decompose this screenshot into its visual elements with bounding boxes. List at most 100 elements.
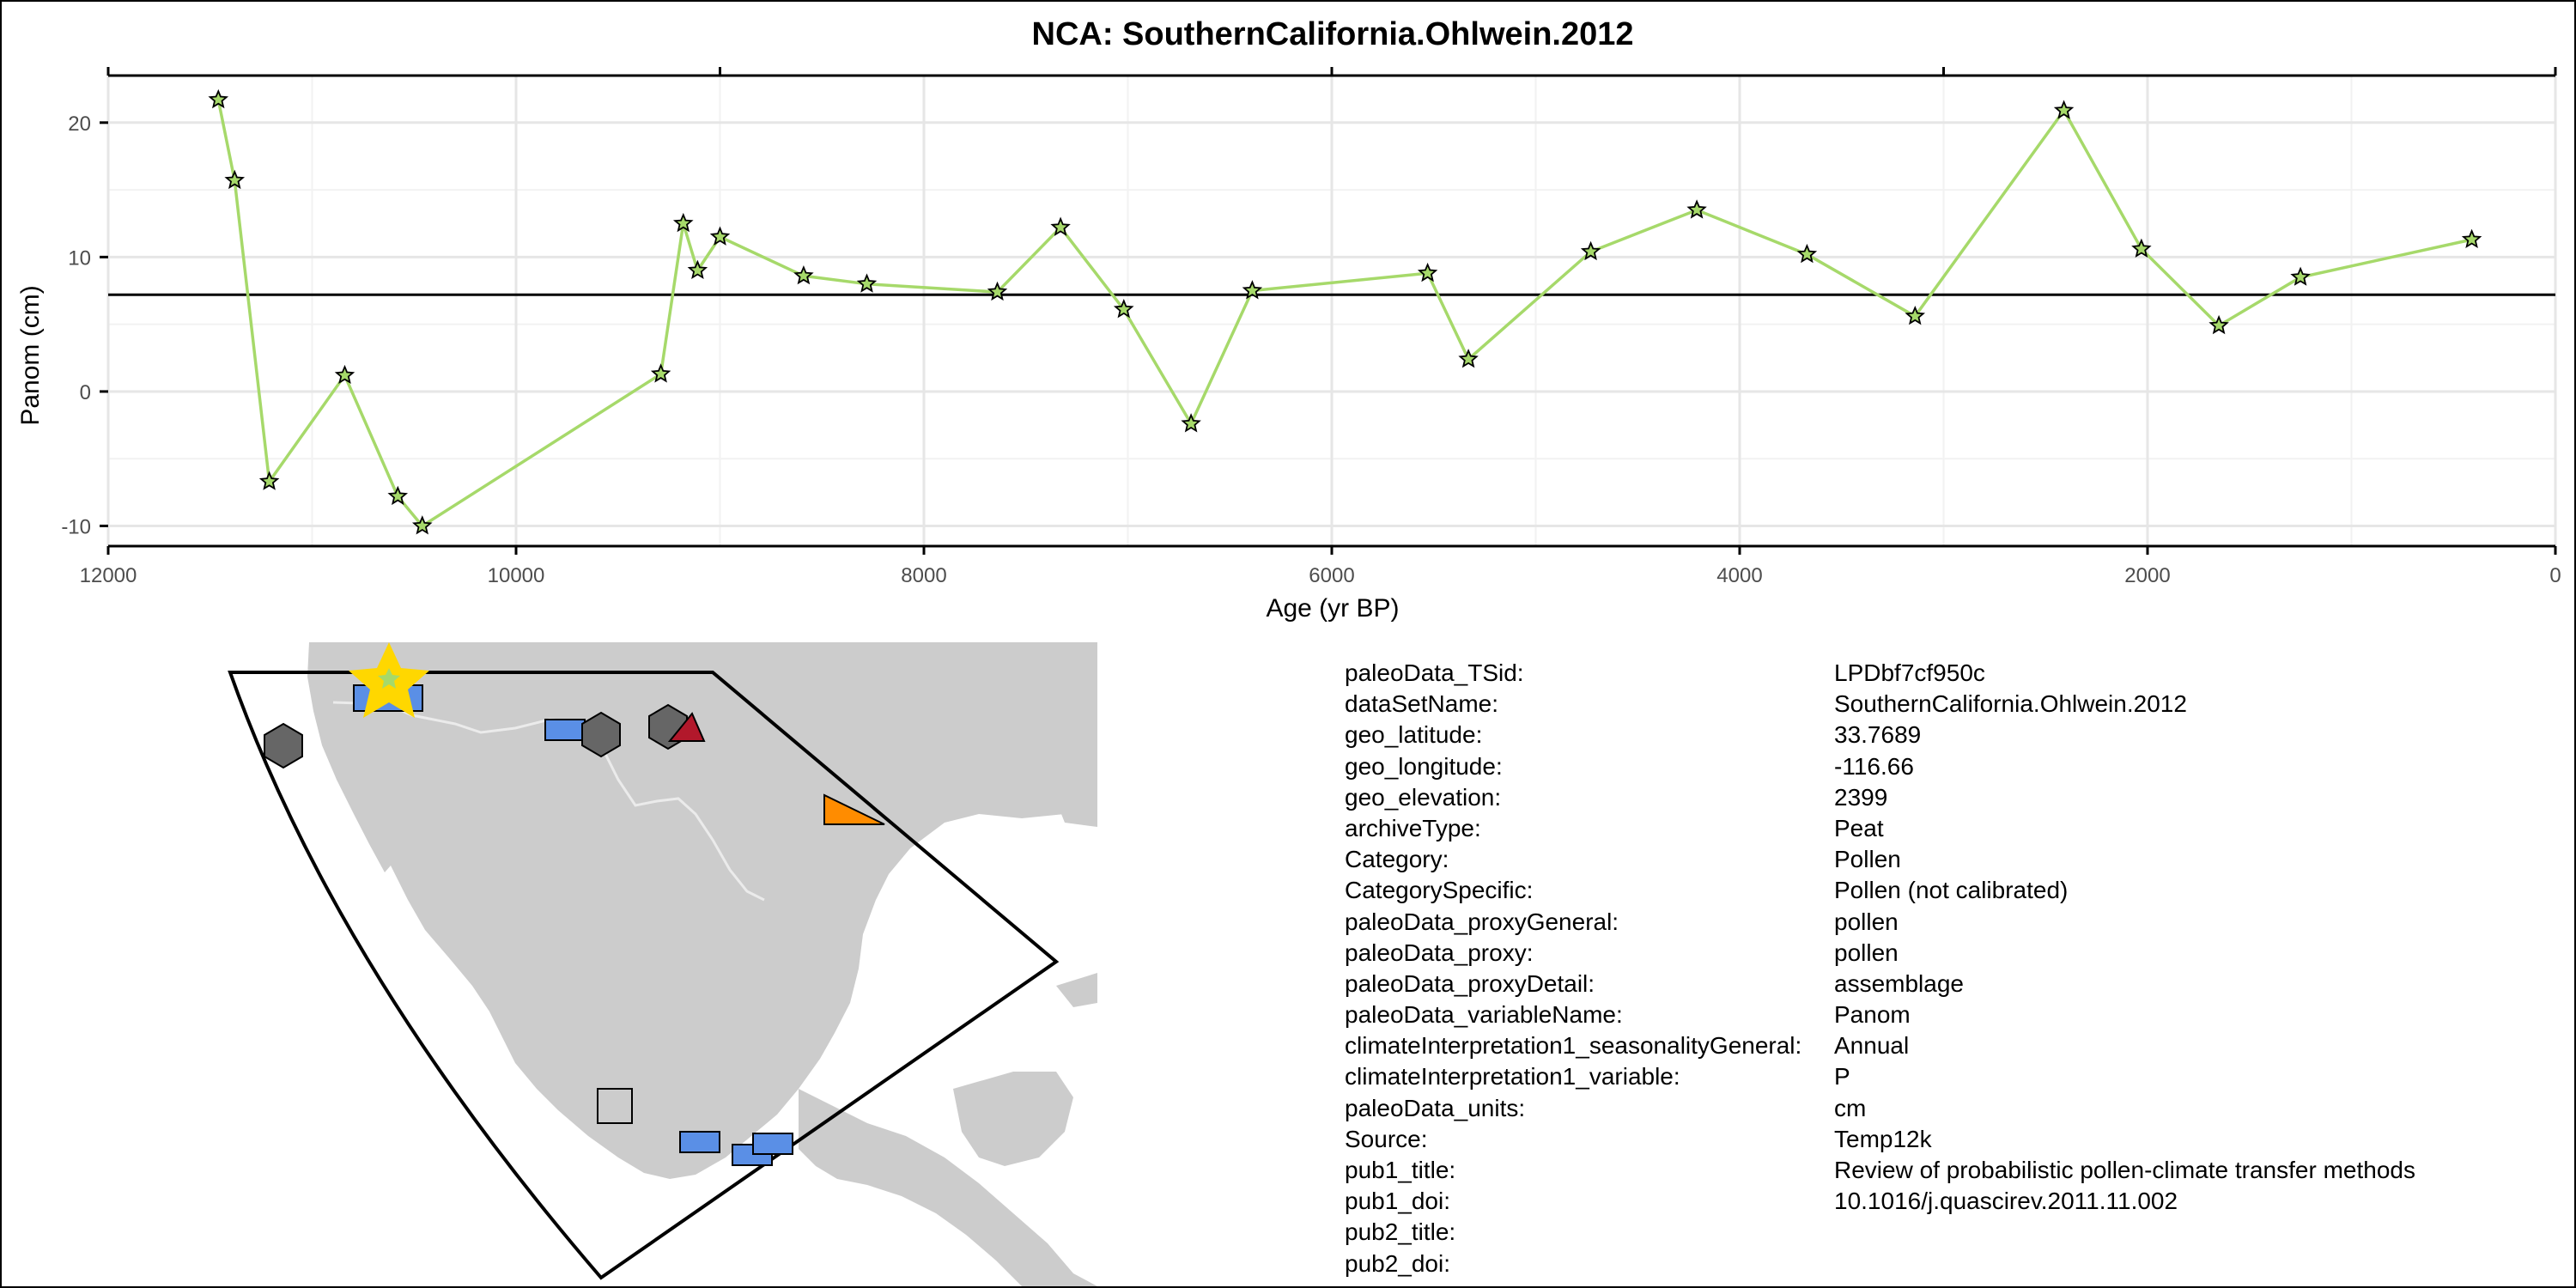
x-tick-label: 12000 [80,564,137,587]
metadata-value: 2399 [1834,783,1888,811]
x-tick-label: 0 [2549,564,2561,587]
metadata-key: pub1_title: [1345,1157,1456,1183]
marker-blue-4 [752,1133,793,1155]
metadata-row: Category: Pollen [1345,846,2547,877]
marker-triangle-red [667,712,706,742]
y-tick-label: 10 [68,246,91,270]
metadata-row: pub1_title: Review of probabilistic polle… [1345,1157,2547,1188]
metadata-key: paleoData_proxy: [1345,939,1534,966]
data-point [987,281,1008,301]
y-axis-label: Panom (cm) [16,285,45,425]
metadata-row: climateInterpretation1_variable: P [1345,1063,2547,1094]
data-point [2208,314,2229,335]
metadata-value: 33.7689 [1834,721,1922,749]
x-tick-label: 10000 [488,564,545,587]
metadata-row: archiveType: Peat [1345,815,2547,846]
marker-triangle-orange [823,793,885,825]
data-point [2290,266,2311,286]
metadata-value: assemblage [1834,969,1964,997]
metadata-row: pub1_doi: 10.1016/j.quascirev.2011.11.002 [1345,1188,2547,1218]
land-central-america [799,1089,1097,1286]
x-axis-label: Age (yr BP) [1266,594,1399,623]
land-yucatan [953,1072,1073,1166]
metadata-key: pub1_doi: [1345,1188,1451,1215]
data-point [1050,216,1071,236]
site-star-inner-icon [378,668,400,689]
data-point [709,226,731,246]
metadata-key: paleoData_proxyGeneral: [1345,908,1619,935]
data-point [793,264,814,285]
metadata-value: Pollen (not calibrated) [1834,877,2069,904]
data-point [1905,305,1926,325]
metadata-key: paleoData_variableName: [1345,1001,1623,1029]
data-point [1242,280,1263,300]
y-tick-labels: 20 10 0 -10 [61,112,91,539]
y-tick-label: -10 [61,516,91,539]
land-baja [307,642,391,872]
site-map [112,642,1097,1286]
metadata-key: pub2_title: [1345,1218,1456,1246]
marker-hex-1 [581,711,621,758]
data-point [258,471,280,490]
metadata-key: pub2_doi: [1345,1249,1451,1277]
metadata-key: paleoData_units: [1345,1094,1526,1121]
metadata-row: paleoData_units: cm [1345,1095,2547,1126]
metadata-row: paleoData_proxyDetail: assemblage [1345,970,2547,1001]
metadata-value: Review of probabilistic pollen-climate t… [1834,1157,2415,1183]
region-outline [228,671,1060,1280]
metadata-row: geo_latitude: 33.7689 [1345,721,2547,752]
series-markers [208,88,2482,535]
metadata-key: paleoData_proxyDetail: [1345,969,1595,997]
marker-hex-3 [264,722,303,769]
data-point [208,88,229,109]
metadata-row: paleoData_variableName: Panom [1345,1001,2547,1032]
data-point [1580,240,1601,261]
metadata-value: cm [1834,1094,1867,1121]
metadata-row: paleoData_TSid: LPDbf7cf950c [1345,659,2547,690]
data-point [1417,262,1438,283]
metadata-key: dataSetName: [1345,690,1498,718]
metadata-value: pollen [1834,939,1899,966]
data-point [387,485,409,506]
metadata-value: 10.1016/j.quascirev.2011.11.002 [1834,1188,2178,1215]
metadata-row: geo_elevation: 2399 [1345,784,2547,815]
metadata-row: pub2_title: [1345,1218,2547,1249]
metadata-value: SouthernCalifornia.Ohlwein.2012 [1834,690,2187,718]
y-tick-label: 0 [80,381,91,404]
data-point [650,363,671,383]
data-point [2131,238,2152,258]
land-cuba [1056,973,1097,1007]
metadata-row: dataSetName: SouthernCalifornia.Ohlwein.2… [1345,690,2547,721]
metadata-value: -116.66 [1834,752,1914,780]
metadata-row: CategorySpecific: Pollen (not calibrated) [1345,877,2547,908]
metadata-key: geo_latitude: [1345,721,1483,749]
grid-major [106,76,2557,546]
metadata-key: archiveType: [1345,814,1481,841]
metadata-key: climateInterpretation1_seasonalityGenera… [1345,1032,1802,1060]
metadata-key: geo_longitude: [1345,752,1503,780]
metadata-table: paleoData_TSid: LPDbf7cf950c dataSetName: S… [1345,659,2547,1281]
metadata-row: Source: Temp12k [1345,1126,2547,1157]
metadata-value: Peat [1834,814,1884,841]
data-point [411,515,433,535]
x-tick-labels: 12000 10000 8000 6000 4000 2000 0 [80,564,2561,587]
metadata-value: Panom [1834,1001,1911,1029]
land-mainland [335,642,1097,1179]
metadata-value: Annual [1834,1032,1910,1060]
marker-grey-square [597,1088,633,1124]
data-point [1686,199,1707,219]
timeseries-chart: NCA: SouthernCalifornia.Ohlwein.2012 120… [16,16,2561,623]
data-point [1796,243,1818,264]
metadata-value: P [1834,1063,1850,1091]
metadata-row: geo_longitude: -116.66 [1345,753,2547,784]
metadata-row: climateInterpretation1_seasonalityGenera… [1345,1032,2547,1063]
data-point [2461,228,2482,248]
land-florida [1056,771,1097,827]
metadata-key: Source: [1345,1125,1428,1152]
data-point [2053,100,2075,119]
marker-blue-2 [679,1131,720,1153]
x-tick-label: 2000 [2124,564,2170,587]
x-tick-label: 4000 [1716,564,1762,587]
metadata-key: CategorySpecific: [1345,877,1534,904]
data-point [687,259,708,279]
